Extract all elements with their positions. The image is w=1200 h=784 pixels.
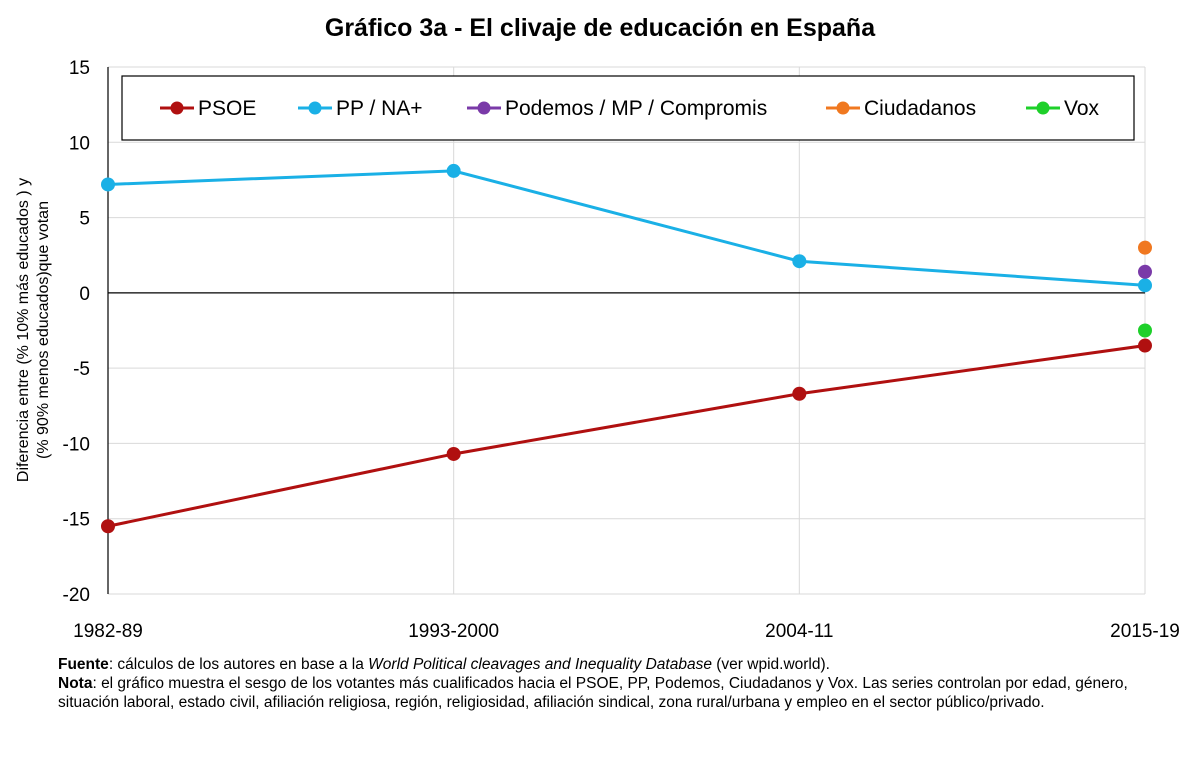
data-point-pp-na bbox=[446, 163, 461, 178]
data-point-vox bbox=[1138, 323, 1152, 338]
legend-marker-pp-na bbox=[308, 101, 322, 115]
grid-lines bbox=[108, 66, 1146, 595]
chart-title: Gráfico 3a - El clivaje de educación en … bbox=[324, 14, 876, 42]
line-chart: 15 10 5 0 -5 -10 -15 -20 1982-89 1993-2000 2004-11… bbox=[15, 58, 1180, 642]
y-tick-label: -10 bbox=[63, 434, 90, 455]
y-tick-label: -15 bbox=[63, 510, 90, 531]
note-text: : el gráfico muestra el sesgo de los vot… bbox=[58, 675, 1128, 711]
legend-marker-ciudadanos bbox=[836, 101, 850, 115]
data-point-pp-na bbox=[1138, 278, 1152, 293]
note-label: Nota bbox=[58, 675, 93, 692]
data-point-psoe bbox=[1138, 338, 1152, 353]
tick-labels: 15 10 5 0 -5 -10 -15 -20 1982-89 1993-2000 2004-11… bbox=[63, 58, 1180, 642]
y-tick-label: -5 bbox=[73, 359, 90, 380]
y-tick-label: 5 bbox=[79, 209, 90, 230]
x-tick-label: 2004-11 bbox=[765, 621, 833, 642]
legend: PSOE PP / NA+ Podemos / MP / Compromis Ciud… bbox=[121, 75, 1135, 141]
source-text-pre: : cálculos de los autores en base a la bbox=[108, 656, 369, 673]
x-tick-label: 2015-19 bbox=[1110, 621, 1180, 642]
source-note: Fuente: cálculos de los autores en base … bbox=[58, 655, 1178, 674]
data-point-podemos-mp-compromis bbox=[1138, 264, 1152, 279]
data-point-psoe bbox=[446, 446, 461, 461]
chart-notes: Fuente: cálculos de los autores en base … bbox=[58, 655, 1178, 712]
y-tick-label: 15 bbox=[69, 58, 90, 79]
y-tick-label: 10 bbox=[69, 133, 90, 154]
data-point-pp-na bbox=[792, 254, 807, 269]
y-axis-label-line-1: Diferencia entre (% 10% más educados ) y bbox=[15, 178, 32, 482]
method-note: Nota: el gráfico muestra el sesgo de los… bbox=[58, 674, 1178, 712]
data-point-psoe bbox=[101, 519, 115, 534]
y-tick-label: 0 bbox=[79, 284, 90, 305]
series-line-pp-na bbox=[107, 169, 1146, 287]
legend-marker-vox bbox=[1036, 101, 1050, 115]
legend-label-podemos-mp-compromis: Podemos / MP / Compromis bbox=[505, 97, 767, 120]
legend-label-vox: Vox bbox=[1064, 97, 1100, 120]
legend-marker-podemos-mp-compromis bbox=[477, 101, 491, 115]
legend-label-pp-na: PP / NA+ bbox=[336, 97, 423, 120]
y-tick-label: -20 bbox=[63, 585, 90, 606]
data-point-pp-na bbox=[101, 177, 115, 192]
axes bbox=[107, 67, 1145, 594]
x-tick-label: 1982-89 bbox=[73, 621, 143, 642]
source-label: Fuente bbox=[58, 656, 109, 673]
legend-box bbox=[121, 75, 1135, 141]
legend-label-ciudadanos: Ciudadanos bbox=[864, 97, 976, 120]
series bbox=[101, 163, 1152, 534]
x-tick-label: 1993-2000 bbox=[408, 621, 499, 642]
source-text-post: (ver wpid.world). bbox=[711, 656, 830, 673]
series-line-psoe bbox=[107, 344, 1146, 528]
source-database: World Political cleavages and Inequality… bbox=[368, 656, 712, 673]
data-point-psoe bbox=[792, 386, 807, 401]
legend-label-psoe: PSOE bbox=[198, 97, 256, 120]
data-point-ciudadanos bbox=[1138, 240, 1152, 255]
y-axis-label-line-2: (% 90% menos educados)que votan bbox=[35, 201, 52, 459]
legend-marker-psoe bbox=[170, 101, 184, 115]
